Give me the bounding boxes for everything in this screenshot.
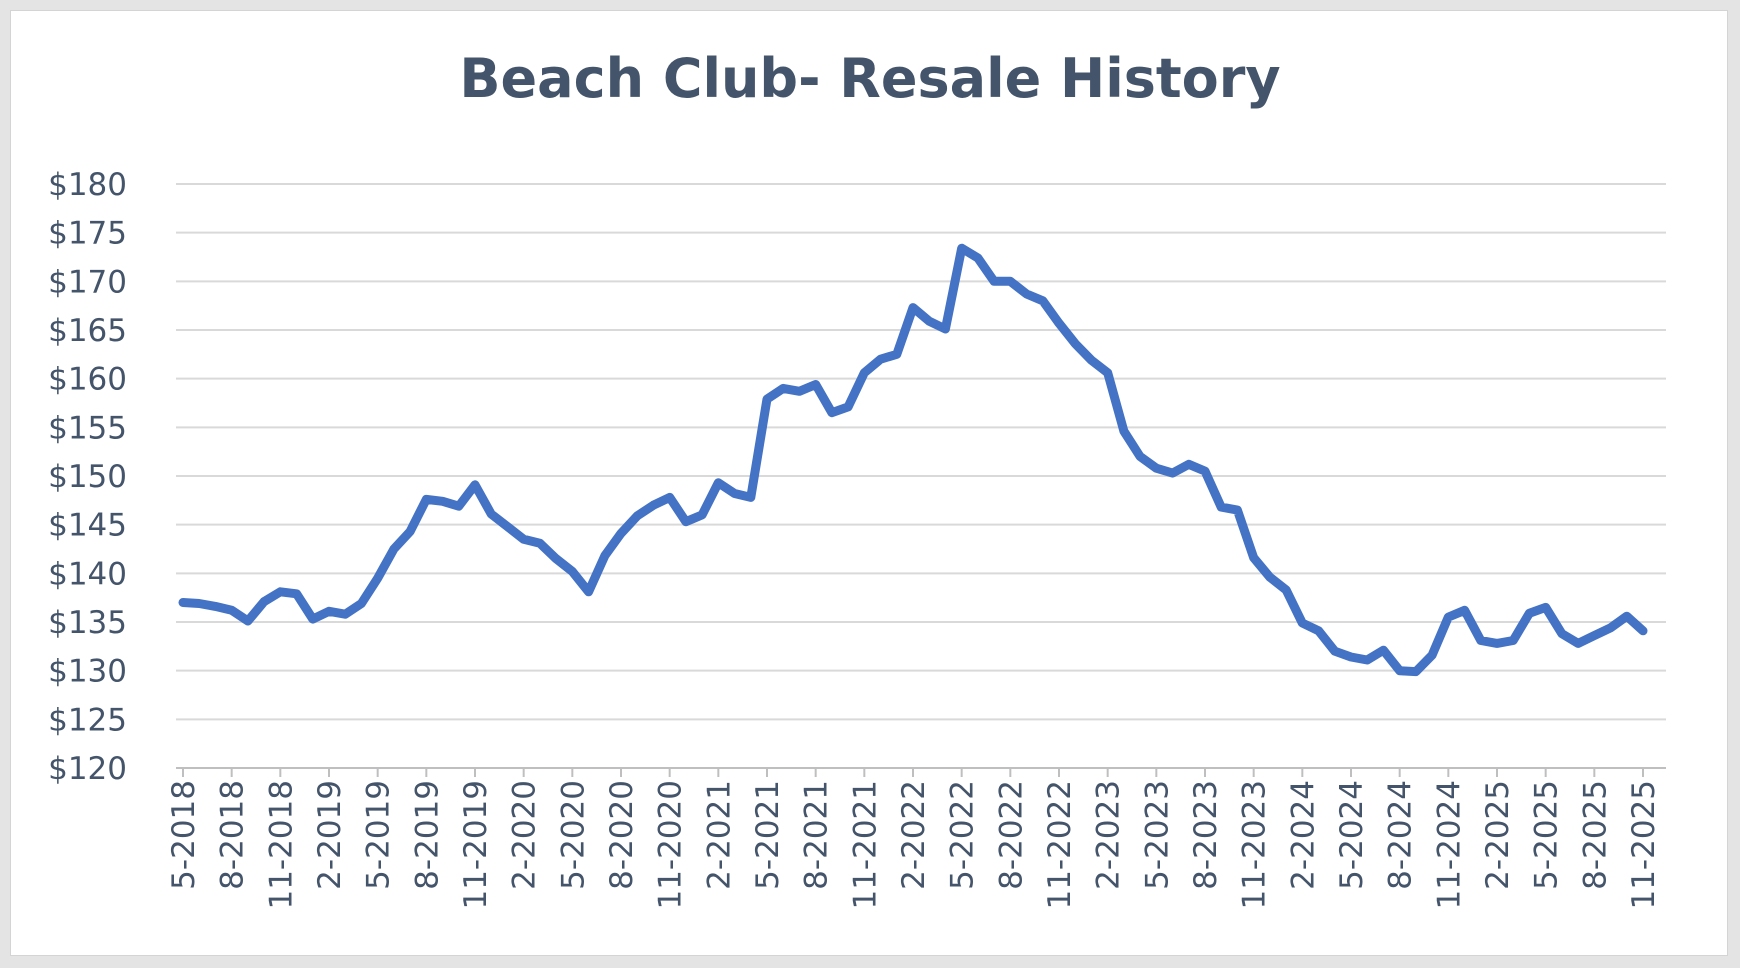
- x-tick-label: 5-2022: [945, 780, 981, 890]
- x-tick-label: 2-2023: [1091, 780, 1127, 890]
- series-line: [178, 243, 1648, 677]
- y-tick-label: $155: [48, 410, 127, 446]
- x-tick-label: 8-2022: [993, 780, 1029, 890]
- x-tick-label: 5-2025: [1529, 780, 1565, 890]
- y-tick-label: $170: [48, 264, 127, 300]
- x-tick-label: 8-2019: [409, 780, 445, 890]
- x-tick-label: 11-2025: [1626, 780, 1662, 910]
- y-tick-label: $180: [48, 167, 127, 203]
- x-tick-label: 5-2024: [1334, 780, 1370, 890]
- chart-frame: Beach Club- Resale History $120 $125 $130 $…: [10, 10, 1728, 956]
- x-tick-label: 8-2025: [1577, 780, 1613, 890]
- y-tick-label: $120: [48, 751, 127, 787]
- x-tick-label: 11-2022: [1042, 780, 1078, 910]
- x-tick-label: 8-2023: [1188, 780, 1224, 890]
- y-tick-label: $150: [48, 459, 127, 495]
- x-tick-label: 5-2021: [750, 780, 786, 890]
- x-tick-label: 11-2024: [1431, 780, 1467, 910]
- x-tick-label: 11-2018: [263, 780, 299, 910]
- chart-title: Beach Club- Resale History: [459, 47, 1280, 110]
- y-tick-label: $165: [48, 313, 127, 349]
- x-tick-label: 2-2019: [312, 780, 348, 890]
- x-tick-label: 8-2020: [604, 780, 640, 890]
- y-tick-label: $135: [48, 605, 127, 641]
- x-tick-label: 2-2020: [507, 780, 543, 890]
- y-tick-label: $175: [48, 216, 127, 252]
- x-tick-label: 2-2021: [701, 780, 737, 890]
- x-tick-label: 11-2019: [458, 780, 494, 910]
- x-tick-label: 8-2021: [799, 780, 835, 890]
- y-tick-label: $145: [48, 508, 127, 544]
- x-tick-label: 5-2018: [166, 780, 202, 890]
- gridlines: [176, 183, 1666, 721]
- x-tick-label: 2-2024: [1285, 780, 1321, 890]
- x-tick-label: 11-2023: [1237, 780, 1273, 910]
- x-tick-label: 2-2022: [896, 780, 932, 890]
- x-axis-tick-labels: 5-2018 8-2018 11-2018 2-2019 5-2019 8-2019 11-…: [166, 780, 1662, 910]
- x-tick-label: 8-2018: [215, 780, 251, 890]
- x-tick-label: 5-2023: [1139, 780, 1175, 890]
- line-chart: Beach Club- Resale History $120$125$130$…: [48, 47, 1666, 910]
- y-tick-label: $160: [48, 362, 127, 398]
- y-axis-tick-labels: $120 $125 $130 $135 $140 $145 $150 $155 $160 $165…: [48, 167, 127, 787]
- y-tick-label: $125: [48, 702, 127, 738]
- y-tick-label: $130: [48, 654, 127, 690]
- x-axis: [176, 767, 1666, 777]
- series-group: [178, 243, 1648, 677]
- x-tick-label: 5-2019: [361, 780, 397, 890]
- x-tick-label: 5-2020: [555, 780, 591, 890]
- x-tick-label: 11-2020: [653, 780, 689, 910]
- x-tick-label: 11-2021: [847, 780, 883, 910]
- x-tick-label: 2-2025: [1480, 780, 1516, 890]
- y-tick-label: $140: [48, 556, 127, 592]
- x-tick-label: 8-2024: [1383, 780, 1419, 890]
